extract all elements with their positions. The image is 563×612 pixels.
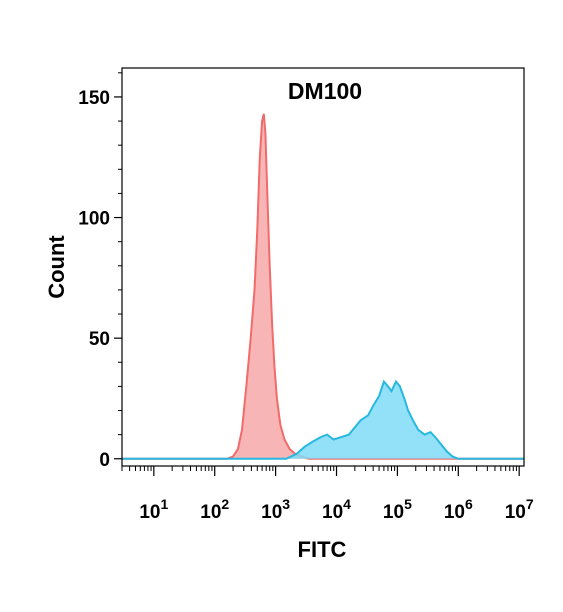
x-tick-label: 104 bbox=[322, 496, 351, 523]
plot-frame bbox=[121, 67, 525, 467]
y-tick-label: 0 bbox=[99, 450, 110, 471]
x-tick-exponent: 7 bbox=[526, 496, 534, 512]
x-tick-label: 101 bbox=[139, 496, 168, 523]
x-tick-base: 10 bbox=[383, 502, 404, 523]
x-axis-label: FITC bbox=[298, 537, 347, 562]
x-tick-base: 10 bbox=[261, 502, 282, 523]
x-tick-exponent: 5 bbox=[404, 496, 412, 512]
x-tick-base: 10 bbox=[139, 502, 160, 523]
y-tick-label: 150 bbox=[78, 88, 110, 109]
x-tick-base: 10 bbox=[200, 502, 221, 523]
x-tick-base: 10 bbox=[505, 502, 526, 523]
x-tick-base: 10 bbox=[444, 502, 465, 523]
series-1-line bbox=[122, 113, 524, 460]
y-tick-label: 50 bbox=[89, 329, 110, 350]
series-2-line bbox=[122, 379, 524, 460]
x-tick-label: 107 bbox=[505, 496, 534, 523]
x-tick-label: 102 bbox=[200, 496, 229, 523]
x-tick-base: 10 bbox=[322, 502, 343, 523]
x-tick-exponent: 4 bbox=[343, 496, 351, 512]
x-tick-exponent: 6 bbox=[465, 496, 473, 512]
x-tick-label: 105 bbox=[383, 496, 412, 523]
x-tick-label: 103 bbox=[261, 496, 290, 523]
x-tick-label: 106 bbox=[444, 496, 473, 523]
series-1-area bbox=[122, 113, 524, 459]
series-2-area bbox=[122, 381, 524, 459]
x-tick-exponent: 1 bbox=[161, 496, 169, 512]
x-tick-exponent: 3 bbox=[282, 496, 290, 512]
series-layer bbox=[122, 113, 524, 460]
y-tick-label: 100 bbox=[78, 209, 110, 230]
chart-title: DM100 bbox=[288, 78, 362, 104]
x-tick-exponent: 2 bbox=[221, 496, 229, 512]
y-axis-label: Count bbox=[44, 235, 69, 299]
